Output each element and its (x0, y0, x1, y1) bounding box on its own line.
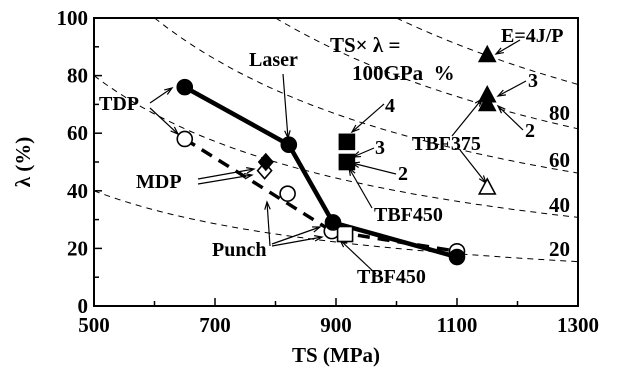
data-marks (176, 44, 497, 266)
ptr-3b (497, 80, 527, 97)
laser-point-1 (280, 136, 298, 154)
iso-curves (93, 17, 579, 263)
tbf450_open-point-0 (336, 225, 354, 243)
y-tick-label-80: 80 (67, 64, 88, 88)
label-laser: Laser (249, 49, 298, 71)
tbf375_open-point-0 (477, 177, 497, 195)
label-tbf450-lower: TBF450 (357, 266, 426, 288)
ptr-laser (282, 73, 289, 139)
plot-frame (93, 17, 579, 307)
y-tick-label-0: 0 (78, 294, 89, 318)
ptr-punch-3 (271, 236, 323, 247)
laser-point-2 (324, 214, 342, 231)
tbf375_filled-point-0 (477, 44, 497, 63)
ptr-2b (497, 105, 524, 131)
ptr-punch-1 (266, 201, 271, 247)
tbf375_filled-point-2 (477, 93, 497, 112)
y-tick-label-60: 60 (67, 121, 88, 145)
laser-series-line (183, 85, 458, 260)
laser-point-3 (448, 248, 466, 266)
iso-curve-20 (93, 190, 579, 263)
ptr-mdp-filled-head (246, 167, 256, 174)
y-tick-label-20: 20 (67, 236, 88, 260)
label-2a: 2 (398, 163, 408, 185)
iso-level-label-40: 40 (549, 193, 570, 217)
ptr-tbf375-open (459, 149, 487, 184)
label-tdp: TDP (99, 93, 139, 115)
label-tbf375: TBF375 (412, 133, 481, 155)
ptr-3b-head (496, 89, 507, 97)
tbf450_filled-point-0 (338, 133, 356, 151)
label-4: 4 (385, 95, 395, 117)
laser-point-0 (176, 78, 194, 96)
iso-curve-100 (396, 17, 579, 85)
punch-point-1 (279, 185, 296, 202)
label-3b: 3 (528, 70, 538, 92)
iso-expression-line2: 100GPa % (352, 61, 455, 85)
ptr-2b-head (496, 104, 506, 114)
y-tick-label-40: 40 (67, 179, 88, 203)
ptr-punch-3-head (314, 235, 324, 242)
iso-curve-40 (93, 75, 579, 218)
label-tbf450-upper: TBF450 (374, 204, 443, 226)
ptr-4 (351, 103, 385, 133)
ptr-mdp-filled (197, 168, 255, 180)
ptr-energy-head (494, 47, 504, 55)
punch-point-0 (176, 130, 194, 148)
y-axis-title: λ (%) (11, 137, 35, 188)
ptr-punch-1-head (264, 200, 271, 210)
label-2b: 2 (525, 120, 535, 142)
x-tick-label-700: 700 (199, 313, 231, 337)
ptr-energy (495, 39, 521, 55)
label-mdp: MDP (136, 171, 182, 193)
x-tick-label-500: 500 (78, 313, 110, 337)
axes (93, 17, 579, 307)
ptr-mdp-open-head (244, 172, 254, 180)
iso-level-label-60: 60 (549, 148, 570, 172)
ptr-4-head (350, 124, 360, 134)
x-tick-label-900: 900 (320, 313, 352, 337)
label-energy: E=4J/P (501, 25, 564, 47)
label-3a: 3 (375, 137, 385, 159)
iso-expression-line1: TS× λ = (330, 33, 400, 57)
tbf450_filled-point-1 (338, 153, 356, 171)
iso-curve-80 (275, 17, 579, 130)
ptr-tdp-punch (149, 107, 179, 135)
x-axis-title: TS (MPa) (292, 343, 380, 367)
ptr-3a (352, 147, 375, 158)
x-tick-label-1100: 1100 (437, 313, 478, 337)
ptr-tbf450-lower (339, 239, 377, 275)
mdp_filled-point-0 (257, 152, 274, 172)
ticks: 500 700 900 1100 1300 0 20 40 60 80 100 (57, 6, 600, 337)
ptr-mdp-open (197, 174, 253, 185)
ptr-tdp-punch-head (170, 126, 180, 136)
y-tick-label-100: 100 (57, 6, 89, 30)
ptr-tbf375-filled (451, 98, 483, 137)
ptr-tbf450-upper (348, 167, 373, 209)
ptr-tdp-laser (149, 87, 173, 104)
ptr-punch-2 (271, 226, 321, 245)
ptr-2a (351, 162, 397, 175)
series-lines (183, 85, 458, 260)
dashed-trend-line (183, 137, 458, 254)
ptr-punch-2-head (311, 226, 322, 233)
iso-level-label-20: 20 (549, 237, 570, 261)
label-punch: Punch (212, 239, 266, 261)
x-tick-label-1300: 1300 (557, 313, 599, 337)
ptr-tdp-laser-head (164, 87, 174, 95)
iso-level-label-80: 80 (549, 101, 570, 125)
